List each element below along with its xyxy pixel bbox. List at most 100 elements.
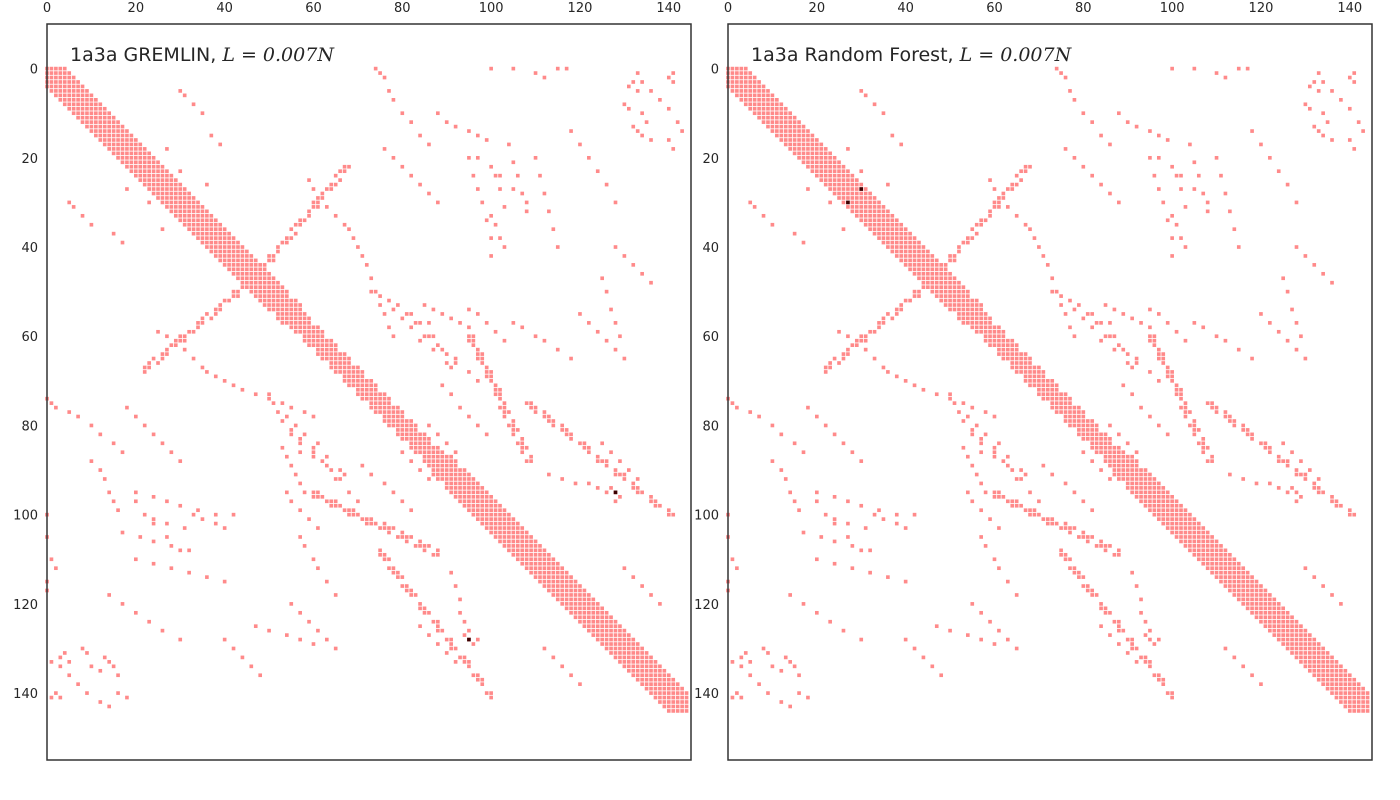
contact-cell: [997, 490, 1001, 495]
contact-cell: [757, 102, 761, 107]
contact-cell: [1134, 459, 1139, 463]
contact-cell: [102, 133, 107, 138]
contact-cell: [631, 673, 636, 678]
contact-cell: [236, 289, 240, 294]
contact-cell: [156, 160, 160, 165]
contact-cell: [952, 303, 957, 307]
contact-cell: [921, 254, 926, 258]
contact-cell: [213, 374, 218, 379]
contact-cell: [961, 316, 966, 321]
contact-cell: [173, 200, 178, 205]
contact-cell: [396, 432, 400, 437]
contact-cell: [547, 561, 551, 566]
contact-cell: [970, 602, 975, 606]
contact-cell: [1343, 704, 1348, 709]
contact-cell: [431, 552, 436, 557]
contact-cell: [979, 450, 983, 455]
contact-cell: [846, 535, 850, 539]
contact-cell: [644, 682, 649, 686]
contact-cell: [1117, 624, 1121, 629]
contact-cell: [1077, 419, 1081, 423]
contact-cell: [98, 468, 103, 472]
contact-cell: [98, 138, 103, 142]
contact-cell: [165, 182, 169, 187]
contact-cell: [801, 530, 806, 535]
contact-cell: [444, 481, 449, 486]
contact-cell: [850, 196, 855, 200]
contact-cell: [1001, 356, 1006, 361]
contact-cell: [191, 200, 196, 205]
contact-cell: [147, 155, 151, 160]
contact-cell: [618, 651, 622, 655]
contact-cell: [218, 231, 223, 236]
contact-cell: [1045, 392, 1050, 397]
contact-cell: [62, 93, 67, 98]
contact-cell: [1170, 512, 1174, 517]
contact-cell: [1236, 347, 1241, 352]
contact-cell: [71, 84, 76, 89]
contact-cell: [792, 142, 797, 147]
contact-cell: [316, 628, 320, 633]
contact-cell: [564, 570, 569, 575]
contact-cell: [205, 209, 209, 214]
contact-cell: [262, 276, 267, 281]
contact-cell: [983, 544, 988, 548]
contact-cell: [671, 704, 676, 709]
contact-cell: [307, 334, 311, 339]
contact-cell: [854, 343, 859, 347]
contact-cell: [779, 468, 784, 472]
contact-cell: [524, 548, 529, 553]
contact-cell: [1188, 544, 1192, 548]
contact-cell: [1232, 579, 1237, 584]
contact-cell: [111, 664, 116, 669]
contact-cell: [98, 111, 103, 116]
contact-cell: [1214, 405, 1219, 410]
contact-cell: [988, 517, 992, 521]
contact-cell: [1325, 655, 1330, 660]
contact-cell: [1232, 557, 1237, 562]
contact-cell: [1156, 673, 1161, 678]
contact-cell: [970, 316, 975, 321]
contact-cell: [961, 445, 966, 450]
contact-cell: [1143, 499, 1148, 504]
contact-cell: [952, 294, 957, 298]
contact-cell: [908, 258, 912, 263]
contact-cell: [881, 213, 886, 218]
contact-cell: [1085, 432, 1090, 437]
contact-cell: [267, 258, 271, 263]
contact-cell: [587, 450, 591, 455]
contact-cell: [533, 334, 538, 339]
contact-cell: [1228, 552, 1232, 557]
contact-cell: [662, 682, 667, 686]
contact-cell: [307, 619, 311, 624]
contact-cell: [342, 356, 347, 361]
contact-cell: [739, 80, 744, 84]
contact-cell: [520, 526, 525, 530]
contact-cell: [1001, 352, 1006, 356]
contact-cell: [373, 396, 378, 401]
contact-cell: [1161, 517, 1166, 521]
contact-cell: [595, 610, 600, 615]
contact-cell: [173, 209, 178, 214]
contact-cell: [622, 102, 627, 107]
contact-cell: [635, 490, 640, 495]
contact-cell: [1272, 602, 1277, 606]
contact-cell: [1219, 566, 1223, 571]
contact-cell: [227, 298, 231, 303]
contact-cell: [828, 619, 832, 624]
contact-cell: [471, 338, 476, 343]
contact-cell: [178, 338, 183, 343]
contact-cell: [1081, 575, 1086, 579]
contact-cell: [644, 686, 649, 691]
contact-cell: [622, 633, 627, 637]
contact-cell: [475, 499, 480, 504]
contact-cell: [979, 307, 983, 312]
contact-cell: [1294, 646, 1299, 651]
contact-cell: [926, 263, 930, 267]
contact-cell: [1037, 379, 1041, 383]
contact-cell: [1259, 619, 1263, 624]
contact-cell: [49, 71, 54, 75]
contact-cell: [484, 495, 489, 499]
contact-cell: [538, 570, 542, 575]
contact-cell: [85, 124, 89, 129]
